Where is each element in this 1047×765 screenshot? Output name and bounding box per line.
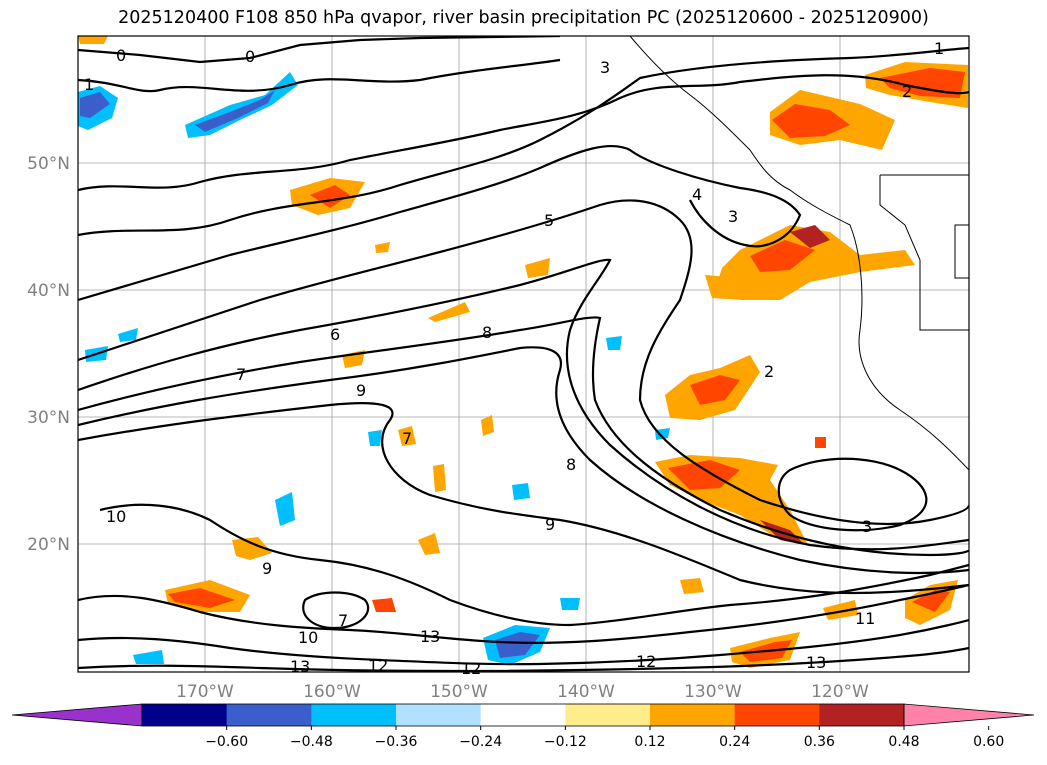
contour-label: 4	[692, 185, 702, 204]
contour-label: 12	[636, 652, 656, 671]
contour-closed-hawaii	[302, 591, 370, 630]
colorbar-segment	[565, 704, 651, 726]
precip-shading	[78, 36, 968, 668]
contour-7	[78, 316, 969, 557]
contour-2	[78, 74, 969, 192]
contour-9	[78, 402, 969, 595]
colorbar	[11, 703, 1035, 727]
contour-12	[78, 618, 969, 666]
lon-label-170w: 170°W	[176, 682, 234, 702]
colorbar-extend-high	[903, 703, 1035, 727]
contour-label: 7	[338, 611, 348, 630]
colorbar-segment	[226, 704, 312, 726]
contour-label: 1	[84, 75, 94, 94]
coastlines	[629, 36, 969, 471]
contour-label-group: 0 0 1 1 2 2 3 3 3 4 5 6 7 8 9 9 10 10 7 …	[84, 39, 944, 678]
colorbar-segment	[480, 704, 566, 726]
contour-label: 10	[298, 628, 318, 647]
contour-label: 2	[764, 362, 774, 381]
lat-label-30n: 30°N	[27, 408, 70, 428]
latitude-labels: 50°N 40°N 30°N 20°N	[27, 154, 70, 555]
colorbar-tick-label: 0.60	[973, 734, 1004, 750]
lon-label-120w: 120°W	[811, 682, 869, 702]
contour-label: 9	[545, 515, 555, 534]
contour-label: 2	[902, 82, 912, 101]
contour-label: 1	[934, 39, 944, 58]
contour-label: 5	[544, 211, 554, 230]
colorbar-segment	[650, 704, 736, 726]
contour-11	[78, 583, 969, 644]
contour-label: 9	[262, 559, 272, 578]
lon-label-140w: 140°W	[557, 682, 615, 702]
map-frame	[77, 35, 970, 673]
contour-8	[78, 346, 969, 575]
contour-lines	[78, 36, 969, 672]
colorbar-segment	[311, 704, 397, 726]
lat-label-40n: 40°N	[27, 281, 70, 301]
colorbar-tick-label: 0.36	[804, 734, 835, 750]
contour-closed-central	[777, 457, 928, 532]
colorbar-tick-label: −0.12	[544, 734, 587, 750]
colorbar-tick-label: −0.36	[375, 734, 418, 750]
colorbar-segment	[734, 704, 820, 726]
colorbar-segment	[396, 704, 482, 726]
contour-3	[78, 46, 969, 237]
contour-label: 13	[290, 657, 310, 676]
colorbar-tick-label: 0.24	[719, 734, 750, 750]
colorbar-segment	[819, 704, 905, 726]
colorbar-tick-label: −0.48	[290, 734, 333, 750]
contour-1	[78, 58, 561, 93]
precip-patch-pnw	[715, 225, 915, 300]
colorbar-segment	[142, 704, 228, 726]
contour-label: 6	[330, 325, 340, 344]
colorbar-ticks: −0.60 −0.48 −0.36 −0.24 −0.12 0.12 0.24 0.36 0.4…	[205, 726, 1004, 750]
contour-label: 13	[420, 627, 440, 646]
figure-title: 2025120400 F108 850 hPa qvapor, river ba…	[118, 8, 929, 28]
contour-label: 3	[862, 517, 872, 536]
contour-label: 7	[402, 429, 412, 448]
contour-label: 13	[806, 653, 826, 672]
colorbar-tick-label: −0.24	[459, 734, 502, 750]
contour-6	[78, 258, 969, 551]
contour-label: 3	[728, 207, 738, 226]
contour-label: 10	[106, 507, 126, 526]
lon-label-130w: 130°W	[684, 682, 742, 702]
contour-5	[78, 199, 969, 526]
contour-label: 9	[356, 381, 366, 400]
contour-label: 8	[566, 455, 576, 474]
contour-label: 12	[461, 659, 481, 678]
contour-label: 3	[600, 58, 610, 77]
contour-label: 12	[368, 656, 388, 675]
colorbar-tick-label: 0.48	[888, 734, 919, 750]
contour-label: 11	[855, 609, 875, 628]
contour-10	[99, 503, 969, 627]
lon-label-150w: 150°W	[430, 682, 488, 702]
colorbar-extend-low	[11, 703, 143, 727]
contour-label: 0	[245, 47, 255, 66]
contour-label: 7	[236, 365, 246, 384]
contour-4	[78, 144, 802, 302]
colorbar-tick-label: −0.60	[205, 734, 248, 750]
lon-label-160w: 160°W	[303, 682, 361, 702]
colorbar-frame	[141, 703, 905, 727]
contour-0	[78, 36, 561, 64]
colorbar-tick-label: 0.12	[634, 734, 665, 750]
lat-label-20n: 20°N	[27, 535, 70, 555]
contour-label: 0	[116, 46, 126, 65]
contour-label: 8	[482, 323, 492, 342]
longitude-labels: 170°W 160°W 150°W 140°W 130°W 120°W	[176, 682, 869, 702]
contour-13	[78, 646, 969, 672]
lat-label-50n: 50°N	[27, 154, 70, 174]
